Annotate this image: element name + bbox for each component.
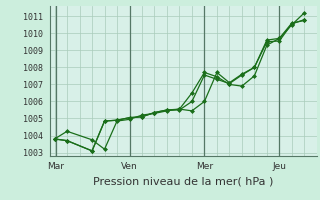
X-axis label: Pression niveau de la mer( hPa ): Pression niveau de la mer( hPa ) xyxy=(93,177,273,187)
